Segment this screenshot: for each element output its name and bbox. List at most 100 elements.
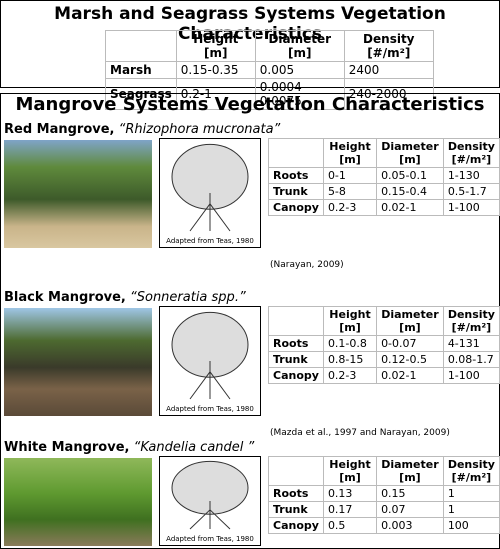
row-label: Trunk: [268, 183, 324, 200]
species-table: Height [m] Diameter [m] Density [#/m²] Root…: [268, 138, 500, 216]
column-header: Density [#/m²]: [442, 456, 500, 486]
species-latin: “Rhizophora mucronata”: [118, 122, 281, 137]
tree-sketch: [171, 460, 249, 530]
table-source: (Mazda et al., 1997 and Narayan, 2009): [270, 428, 450, 438]
mangrove-title: Mangrove Systems Vegetation Characterist…: [15, 94, 485, 115]
table-row: Seagrass 0.2-1 0.0004-0.0075 240-2000: [105, 78, 434, 110]
table-cell: 0.0004-0.0075: [254, 78, 345, 110]
table-cell: 0.2-1: [175, 78, 256, 110]
column-header: Density [#/m²]: [442, 138, 500, 168]
tree-sketch: [171, 143, 249, 232]
tree-sketch: [171, 311, 249, 400]
table-cell: 0.12-0.5: [376, 351, 444, 368]
drawing-caption: Adapted from Teas, 1980: [166, 237, 254, 245]
species-photo: [4, 308, 152, 416]
table-cell: 0.15-0.4: [376, 183, 444, 200]
table-cell: 0.2-3: [322, 199, 378, 216]
drawing-caption: Adapted from Teas, 1980: [166, 405, 254, 413]
table-cell: 1-100: [442, 199, 500, 216]
table-cell: 0.15: [376, 485, 444, 502]
species-table: Height [m] Diameter [m] Density [#/m²] Root…: [268, 456, 500, 534]
corner-cell: [105, 30, 177, 62]
table-cell: 0.5: [322, 517, 378, 534]
species-latin: “Kandelia candel ”: [133, 440, 255, 455]
row-label: Marsh: [105, 61, 177, 79]
table-cell: 1-100: [442, 367, 500, 384]
species-table: Height [m] Diameter [m] Density [#/m²] Root…: [268, 306, 500, 384]
species-label: Black Mangrove, “Sonneratia spp.”: [4, 290, 246, 305]
table-cell: 0.8-15: [322, 351, 378, 368]
table-cell: 0.02-1: [376, 367, 444, 384]
species-label: White Mangrove, “Kandelia candel ”: [4, 440, 254, 455]
column-header: Diameter [m]: [376, 138, 444, 168]
row-label: Roots: [268, 167, 324, 184]
corner-cell: [268, 138, 324, 168]
table-row: Roots 0.1-0.8 0-0.07 4-131: [268, 335, 500, 352]
table-cell: 0.08-1.7: [442, 351, 500, 368]
table-cell: 0.1-0.8: [322, 335, 378, 352]
marsh-panel: Marsh and Seagrass Systems Vegetation Ch…: [0, 0, 500, 110]
marsh-table: Height [m] Diameter [m] Density [#/m²] Mars…: [105, 30, 434, 110]
table-cell: 0.003: [376, 517, 444, 534]
table-row: Roots 0-1 0.05-0.1 1-130: [268, 167, 500, 184]
corner-cell: [268, 306, 324, 336]
tree-drawing: Adapted from Teas, 1980: [159, 306, 261, 416]
row-label: Canopy: [268, 367, 324, 384]
column-header: Diameter [m]: [376, 456, 444, 486]
column-header: Density [#/m²]: [442, 306, 500, 336]
species-photo: [4, 458, 152, 546]
row-label: Roots: [268, 485, 324, 502]
column-header: Height [m]: [175, 30, 256, 62]
species-photo: [4, 140, 152, 248]
table-cell: 0-1: [322, 167, 378, 184]
table-cell: 0.5-1.7: [442, 183, 500, 200]
row-label: Seagrass: [105, 78, 177, 110]
table-cell: 0.13: [322, 485, 378, 502]
column-header: Height [m]: [322, 138, 378, 168]
species-latin: “Sonneratia spp.”: [130, 290, 246, 305]
table-row: Trunk 0.8-15 0.12-0.5 0.08-1.7: [268, 351, 500, 368]
row-label: Roots: [268, 335, 324, 352]
header-row: Height [m] Diameter [m] Density [#/m²]: [105, 30, 434, 62]
species-label: Red Mangrove, “Rhizophora mucronata”: [4, 122, 280, 137]
row-label: Trunk: [268, 351, 324, 368]
table-cell: 240-2000: [343, 78, 434, 110]
table-cell: 0.2-3: [322, 367, 378, 384]
table-cell: 1: [442, 485, 500, 502]
column-header: Density [#/m²]: [343, 30, 434, 62]
row-label: Canopy: [268, 199, 324, 216]
species-name: Red Mangrove,: [4, 122, 115, 137]
table-cell: 1: [442, 501, 500, 518]
column-header: Diameter [m]: [254, 30, 345, 62]
table-row: Canopy 0.5 0.003 100: [268, 517, 500, 534]
corner-cell: [268, 456, 324, 486]
header-row: Height [m] Diameter [m] Density [#/m²]: [268, 456, 500, 486]
tree-drawing: Adapted from Teas, 1980: [159, 138, 261, 248]
table-row: Marsh 0.15-0.35 0.005 2400: [105, 61, 434, 79]
table-cell: 100: [442, 517, 500, 534]
table-row: Canopy 0.2-3 0.02-1 1-100: [268, 199, 500, 216]
table-row: Trunk 5-8 0.15-0.4 0.5-1.7: [268, 183, 500, 200]
table-cell: 0-0.07: [376, 335, 444, 352]
table-cell: 0.05-0.1: [376, 167, 444, 184]
table-cell: 4-131: [442, 335, 500, 352]
row-label: Canopy: [268, 517, 324, 534]
table-source: (Narayan, 2009): [270, 260, 344, 270]
table-row: Trunk 0.17 0.07 1: [268, 501, 500, 518]
column-header: Height [m]: [322, 456, 378, 486]
drawing-caption: Adapted from Teas, 1980: [166, 535, 254, 543]
table-cell: 0.02-1: [376, 199, 444, 216]
table-cell: 5-8: [322, 183, 378, 200]
table-cell: 0.15-0.35: [175, 61, 256, 79]
table-row: Roots 0.13 0.15 1: [268, 485, 500, 502]
column-header: Height [m]: [322, 306, 378, 336]
species-name: White Mangrove,: [4, 440, 130, 455]
table-cell: 0.17: [322, 501, 378, 518]
table-cell: 0.005: [254, 61, 345, 79]
table-cell: 0.07: [376, 501, 444, 518]
row-label: Trunk: [268, 501, 324, 518]
header-row: Height [m] Diameter [m] Density [#/m²]: [268, 138, 500, 168]
species-name: Black Mangrove,: [4, 290, 126, 305]
table-cell: 1-130: [442, 167, 500, 184]
